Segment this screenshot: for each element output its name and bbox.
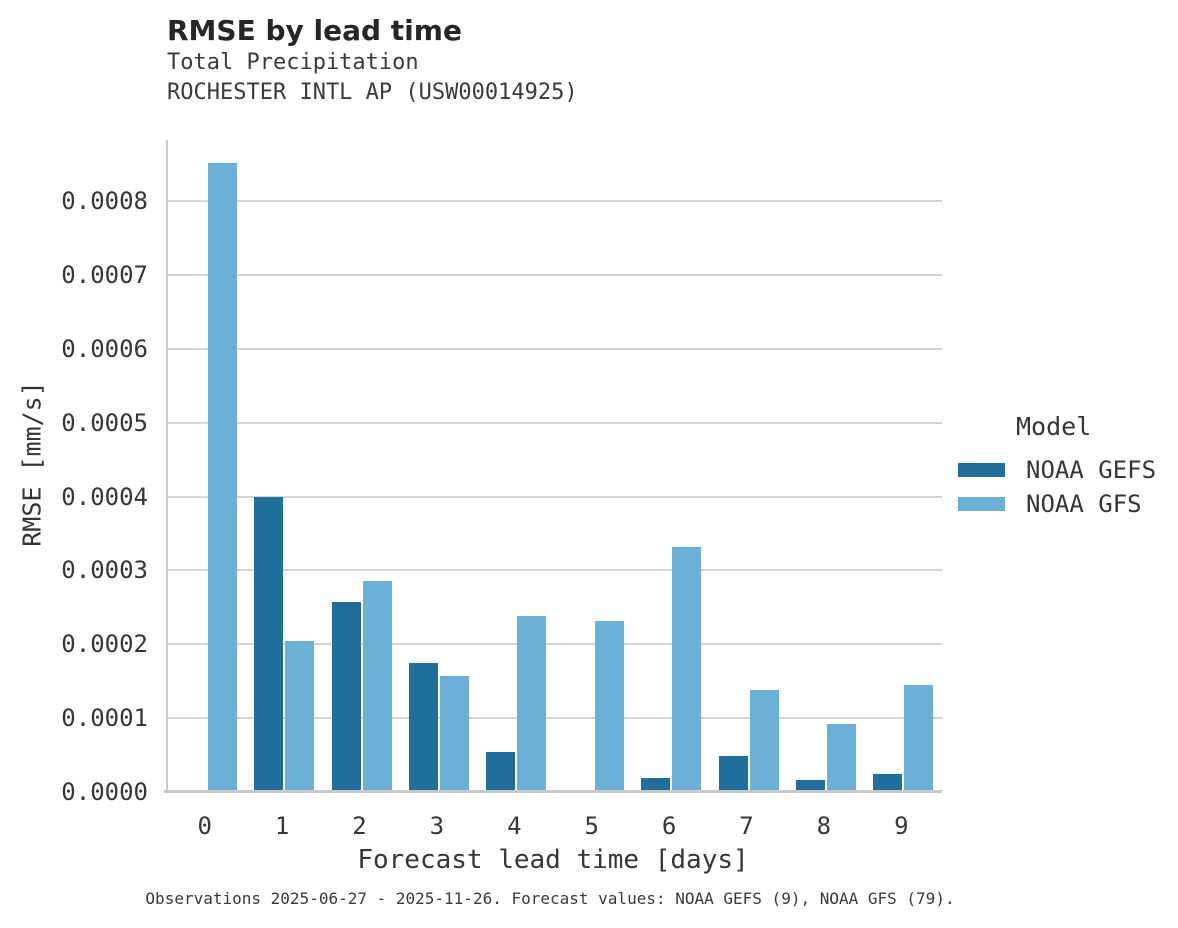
x-tick-label: 3 <box>429 812 445 840</box>
y-tick-label: 0.0002 <box>61 630 148 659</box>
bar-noaa-gfs-lead-9 <box>904 684 934 792</box>
gridline <box>168 274 942 277</box>
bar-noaa-gfs-lead-8 <box>826 724 856 792</box>
bar-noaa-gfs-lead-4 <box>517 615 547 792</box>
chart-title: RMSE by lead time <box>167 14 462 47</box>
gridline <box>168 643 942 646</box>
gridline <box>168 421 942 424</box>
legend-entry-noaa-gfs: NOAA GFS <box>956 487 1176 521</box>
y-tick-label: 0.0007 <box>61 261 148 290</box>
y-tick-label: 0.0000 <box>61 778 148 806</box>
legend-label-noaa-gfs: NOAA GFS <box>1026 490 1142 518</box>
gridline <box>168 495 942 498</box>
y-tick-label: 0.0006 <box>61 334 148 363</box>
x-axis-line <box>164 790 942 793</box>
bar-noaa-gfs-lead-7 <box>749 690 779 792</box>
y-axis-label: RMSE [mm/s] <box>17 381 47 547</box>
bar-noaa-gfs-lead-0 <box>207 162 237 792</box>
bar-noaa-gfs-lead-6 <box>672 546 702 792</box>
bar-noaa-gfs-lead-5 <box>594 620 624 792</box>
y-tick-label: 0.0005 <box>61 408 148 437</box>
legend-label-noaa-gefs: NOAA GEFS <box>1026 456 1157 484</box>
gridline <box>168 200 942 203</box>
x-tick-label: 1 <box>274 812 290 840</box>
x-tick-label: 0 <box>197 812 212 840</box>
bar-noaa-gfs-lead-3 <box>439 676 469 792</box>
bar-noaa-gfs-lead-2 <box>362 580 392 792</box>
caption: Observations 2025-06-27 - 2025-11-26. Fo… <box>145 889 955 908</box>
y-tick-label: 0.0004 <box>61 482 148 511</box>
bar-noaa-gefs-lead-3 <box>408 662 438 792</box>
chart-subtitle-station: ROCHESTER INTL AP (USW00014925) <box>167 80 578 105</box>
bar-noaa-gefs-lead-7 <box>718 755 748 792</box>
x-axis-label: Forecast lead time [days] <box>357 845 749 875</box>
legend-entry-noaa-gefs: NOAA GEFS <box>956 453 1176 487</box>
gridline <box>168 717 942 720</box>
bar-noaa-gfs-lead-1 <box>285 640 315 792</box>
legend-swatch-noaa-gefs <box>958 463 1005 477</box>
x-tick-label: 6 <box>661 812 677 840</box>
gridline <box>168 347 942 350</box>
x-tick-label: 2 <box>352 812 367 840</box>
chart-subtitle-variable: Total Precipitation <box>167 50 419 75</box>
legend: Model NOAA GEFS NOAA GFS <box>956 412 1176 521</box>
bar-noaa-gefs-lead-2 <box>331 602 361 792</box>
legend-title: Model <box>1016 412 1092 441</box>
legend-swatch-noaa-gfs <box>958 497 1005 511</box>
bar-noaa-gefs-lead-9 <box>873 773 903 792</box>
x-tick-label: 9 <box>894 812 909 840</box>
bar-noaa-gefs-lead-6 <box>641 778 671 792</box>
y-tick-label: 0.0003 <box>61 556 148 585</box>
y-tick-label: 0.0008 <box>61 187 148 216</box>
plot-area <box>166 140 942 792</box>
x-tick-label: 4 <box>507 812 522 840</box>
bar-noaa-gefs-lead-8 <box>795 780 825 792</box>
x-tick-label: 5 <box>584 812 599 840</box>
bar-noaa-gefs-lead-1 <box>254 497 284 792</box>
x-tick-label: 8 <box>816 812 832 840</box>
bar-noaa-gefs-lead-4 <box>486 752 516 792</box>
gridline <box>168 569 942 572</box>
y-tick-label: 0.0001 <box>61 704 148 733</box>
x-tick-label: 7 <box>739 812 754 840</box>
